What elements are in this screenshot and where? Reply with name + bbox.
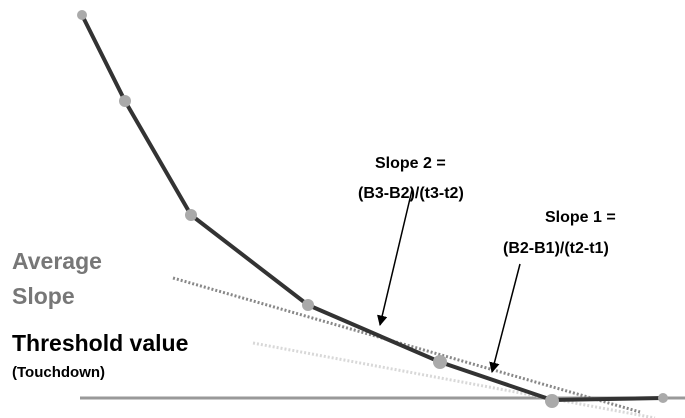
point: [77, 10, 87, 20]
slope2-formula: (B3-B2)/(t3-t2): [358, 185, 464, 202]
arrow: [489, 263, 521, 374]
threshold-label: Threshold value: [12, 330, 188, 356]
average-label: Slope: [12, 283, 75, 309]
arrow: [377, 189, 413, 327]
threshold-note: (Touchdown): [12, 364, 105, 381]
point: [185, 209, 197, 221]
average-slope-line: [172, 276, 641, 414]
average-label: Average: [12, 248, 102, 274]
point: [658, 393, 668, 403]
point: [545, 394, 559, 408]
point: [119, 95, 131, 107]
point: [302, 299, 314, 311]
threshold-line: [252, 341, 656, 418]
slope1-formula: (B2-B1)/(t2-t1): [503, 240, 609, 257]
curve-points: [77, 10, 668, 408]
slope1-title: Slope 1 =: [545, 209, 616, 226]
point: [433, 355, 447, 369]
slope2-title: Slope 2 =: [375, 155, 446, 172]
